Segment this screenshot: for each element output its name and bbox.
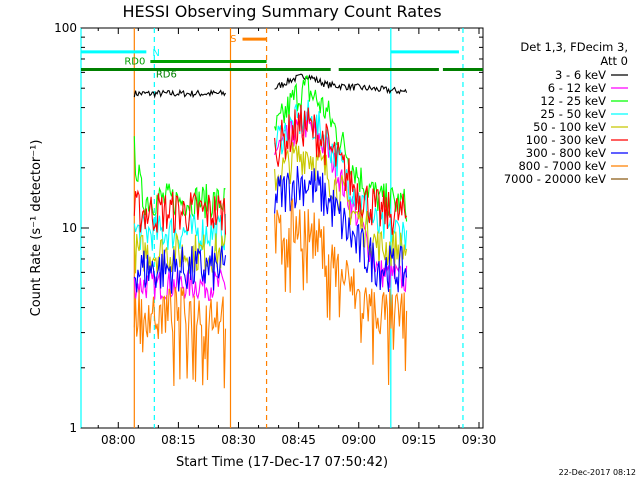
y-tick-label-0: 1 <box>69 421 77 435</box>
timestamp: 22-Dec-2017 08:12 <box>559 468 636 477</box>
legend-entry-3: 25 - 50 keV <box>540 107 606 121</box>
legend-entry-0: 3 - 6 keV <box>555 68 606 82</box>
x-tick-label-1: 08:15 <box>161 433 196 447</box>
legend-header-2: Att 0 <box>600 54 628 68</box>
x-tick-label-4: 09:00 <box>341 433 376 447</box>
legend-entry-8: 7000 - 20000 keV <box>504 172 606 186</box>
series-6-segment-1 <box>274 165 408 293</box>
series-5-segment-1 <box>274 104 408 235</box>
y-axis-label: Count Rate (s⁻¹ detector⁻¹) <box>29 140 44 317</box>
series-5 <box>133 104 408 235</box>
y-tick-label-1: 10 <box>62 221 77 235</box>
series-3-segment-0 <box>133 213 227 252</box>
series-0-segment-1 <box>274 73 408 95</box>
series-4-segment-1 <box>274 142 408 269</box>
y-tick-label-2: 100 <box>54 21 77 35</box>
series-7-segment-1 <box>274 197 408 386</box>
flag-label-rd0: RD0 <box>124 56 145 67</box>
series-7 <box>133 197 408 389</box>
flag-label-n: N <box>152 48 159 59</box>
flag-label-rd6: RD6 <box>156 70 177 81</box>
legend-entry-2: 12 - 25 keV <box>540 94 606 108</box>
legend-entry-1: 6 - 12 keV <box>548 81 606 95</box>
x-tick-label-0: 08:00 <box>101 433 136 447</box>
series-6-segment-0 <box>133 245 227 294</box>
legend-header: Det 1,3, FDecim 3, <box>520 40 628 54</box>
legend-entry-7: 800 - 7000 keV <box>518 159 606 173</box>
legend-entry-5: 100 - 300 keV <box>526 133 606 147</box>
x-tick-label-2: 08:30 <box>221 433 256 447</box>
series-7-segment-0 <box>133 286 227 389</box>
x-axis-label: Start Time (17-Dec-17 07:50:42) <box>176 455 388 470</box>
series-0-segment-0 <box>133 88 226 99</box>
legend-entry-6: 300 - 800 keV <box>526 146 606 160</box>
x-tick-label-6: 09:30 <box>462 433 497 447</box>
x-tick-label-5: 09:15 <box>402 433 437 447</box>
series-5-segment-0 <box>133 189 227 235</box>
legend-entry-4: 50 - 100 keV <box>533 120 606 134</box>
chart-title: HESSI Observing Summary Count Rates <box>122 2 441 21</box>
series-6 <box>133 165 408 294</box>
x-tick-label-3: 08:45 <box>281 433 316 447</box>
series-0 <box>133 73 408 99</box>
flag-label-s: S <box>230 34 236 45</box>
